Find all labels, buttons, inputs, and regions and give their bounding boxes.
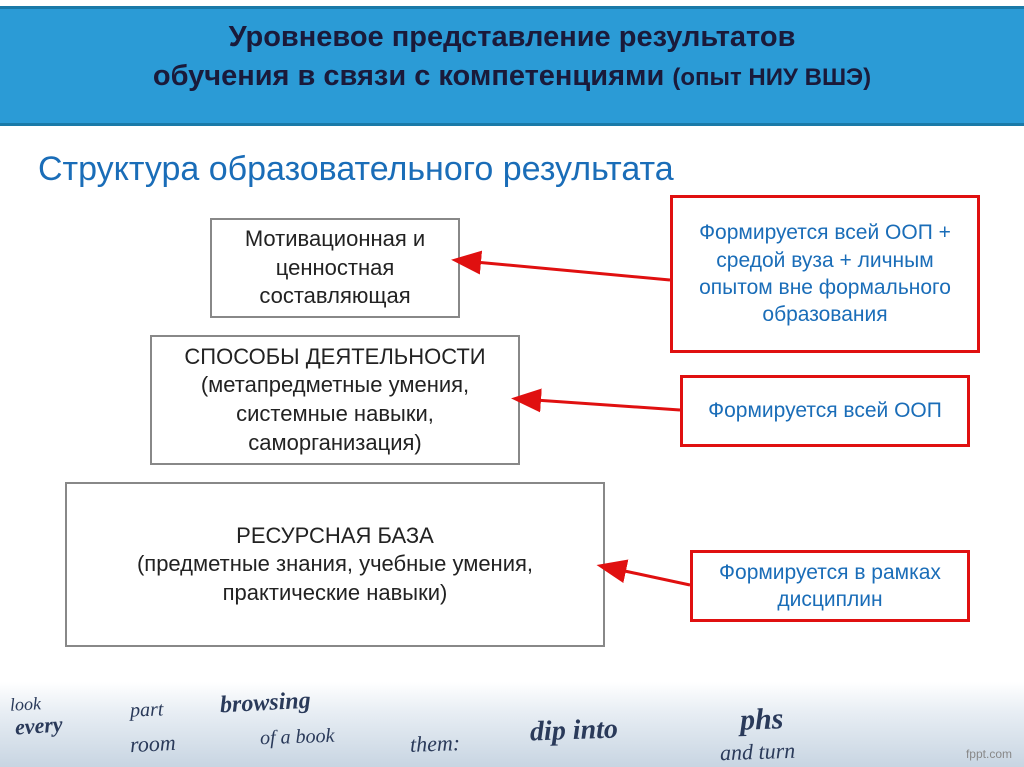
footer-word: of a book: [260, 725, 335, 751]
slide-title: Уровневое представление результатов обуч…: [0, 18, 1024, 96]
pyramid-mid-text: СПОСОБЫ ДЕЯТЕЛЬНОСТИ (метапредметные уме…: [160, 343, 510, 457]
pyramid-bot-box: РЕСУРСНАЯ БАЗА (предметные знания, учебн…: [65, 482, 605, 647]
callout-top-text: Формируется всей ООП + средой вуза + лич…: [683, 219, 967, 328]
footer-word: part: [130, 698, 164, 722]
footer-word: every: [14, 711, 63, 740]
subtitle: Структура образовательного результата: [38, 150, 674, 189]
callout-mid-text: Формируется всей ООП: [708, 397, 942, 424]
footer-word: them:: [410, 730, 461, 758]
connector-mid: [535, 400, 680, 410]
callout-bot-text: Формируется в рамках дисциплин: [703, 559, 957, 614]
callout-mid: Формируется всей ООП: [680, 375, 970, 447]
footer-decoration: look every part browsing room of a book …: [0, 682, 1024, 767]
watermark: fppt.com: [966, 747, 1012, 761]
pyramid-bot-text: РЕСУРСНАЯ БАЗА (предметные знания, учебн…: [75, 522, 595, 608]
connector-bot: [620, 570, 690, 585]
title-line1: Уровневое представление результатов: [229, 21, 796, 53]
footer-word: dip into: [529, 713, 618, 748]
callout-top: Формируется всей ООП + средой вуза + лич…: [670, 195, 980, 353]
footer-word: phs: [739, 702, 784, 737]
connector-top: [475, 262, 670, 280]
title-sub: (опыт НИУ ВШЭ): [672, 64, 871, 91]
pyramid-mid-box: СПОСОБЫ ДЕЯТЕЛЬНОСТИ (метапредметные уме…: [150, 335, 520, 465]
footer-word: browsing: [219, 688, 311, 720]
title-line2: обучения в связи с компетенциями: [153, 60, 664, 92]
pyramid-top-text: Мотивационная и ценностная составляющая: [220, 225, 450, 311]
pyramid-top-box: Мотивационная и ценностная составляющая: [210, 218, 460, 318]
footer-word: room: [129, 730, 176, 758]
footer-word: and turn: [720, 738, 796, 767]
callout-bot: Формируется в рамках дисциплин: [690, 550, 970, 622]
